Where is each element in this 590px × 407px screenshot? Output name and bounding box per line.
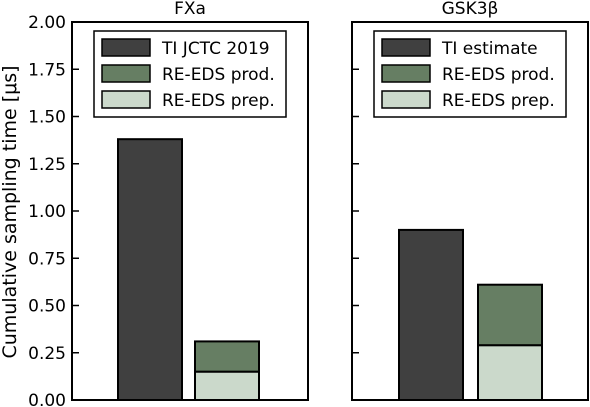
y-tick-label: 0.50 <box>28 297 66 317</box>
panel-fxa: FXa 0.00 0.25 0.50 0.75 1.00 1.25 1.50 1.75 2.00 T… <box>28 0 309 407</box>
panel-gsk3b: GSK3β TI estimate RE-EDS prod. RE-EDS prep. <box>351 0 589 402</box>
y-tick-label: 0.00 <box>28 391 66 407</box>
bar-segment <box>117 138 183 401</box>
legend-label: RE-EDS prep. <box>442 91 555 111</box>
bar-segment <box>477 283 543 347</box>
y-tick-label: 0.25 <box>28 344 66 364</box>
bar-segment <box>477 344 543 402</box>
y-tick-label: 1.00 <box>28 202 66 222</box>
y-tick-label: 1.25 <box>28 155 66 175</box>
y-tick-label: 1.50 <box>28 108 66 128</box>
y-tick-label: 2.00 <box>28 13 66 33</box>
bar-segment <box>194 340 260 373</box>
legend-swatch <box>381 64 431 83</box>
legend-label: RE-EDS prep. <box>162 91 275 111</box>
y-tick-label: 0.75 <box>28 249 66 269</box>
legend-swatch <box>101 64 151 83</box>
y-tick-label: 1.75 <box>28 60 66 80</box>
legend-swatch <box>381 90 431 109</box>
bar-segment <box>194 370 260 401</box>
bar-segment <box>398 228 464 401</box>
panel-title: FXa <box>174 0 206 19</box>
legend-label: TI estimate <box>441 39 538 59</box>
panel-title: GSK3β <box>442 0 499 19</box>
legend-swatch <box>381 38 431 57</box>
legend-swatch <box>101 90 151 109</box>
legend-label: RE-EDS prod. <box>442 65 555 85</box>
legend-label: TI JCTC 2019 <box>161 39 270 59</box>
legend-swatch <box>101 38 151 57</box>
legend-label: RE-EDS prod. <box>162 65 275 85</box>
y-axis-label: Cumulative sampling time [μs] <box>0 65 21 358</box>
